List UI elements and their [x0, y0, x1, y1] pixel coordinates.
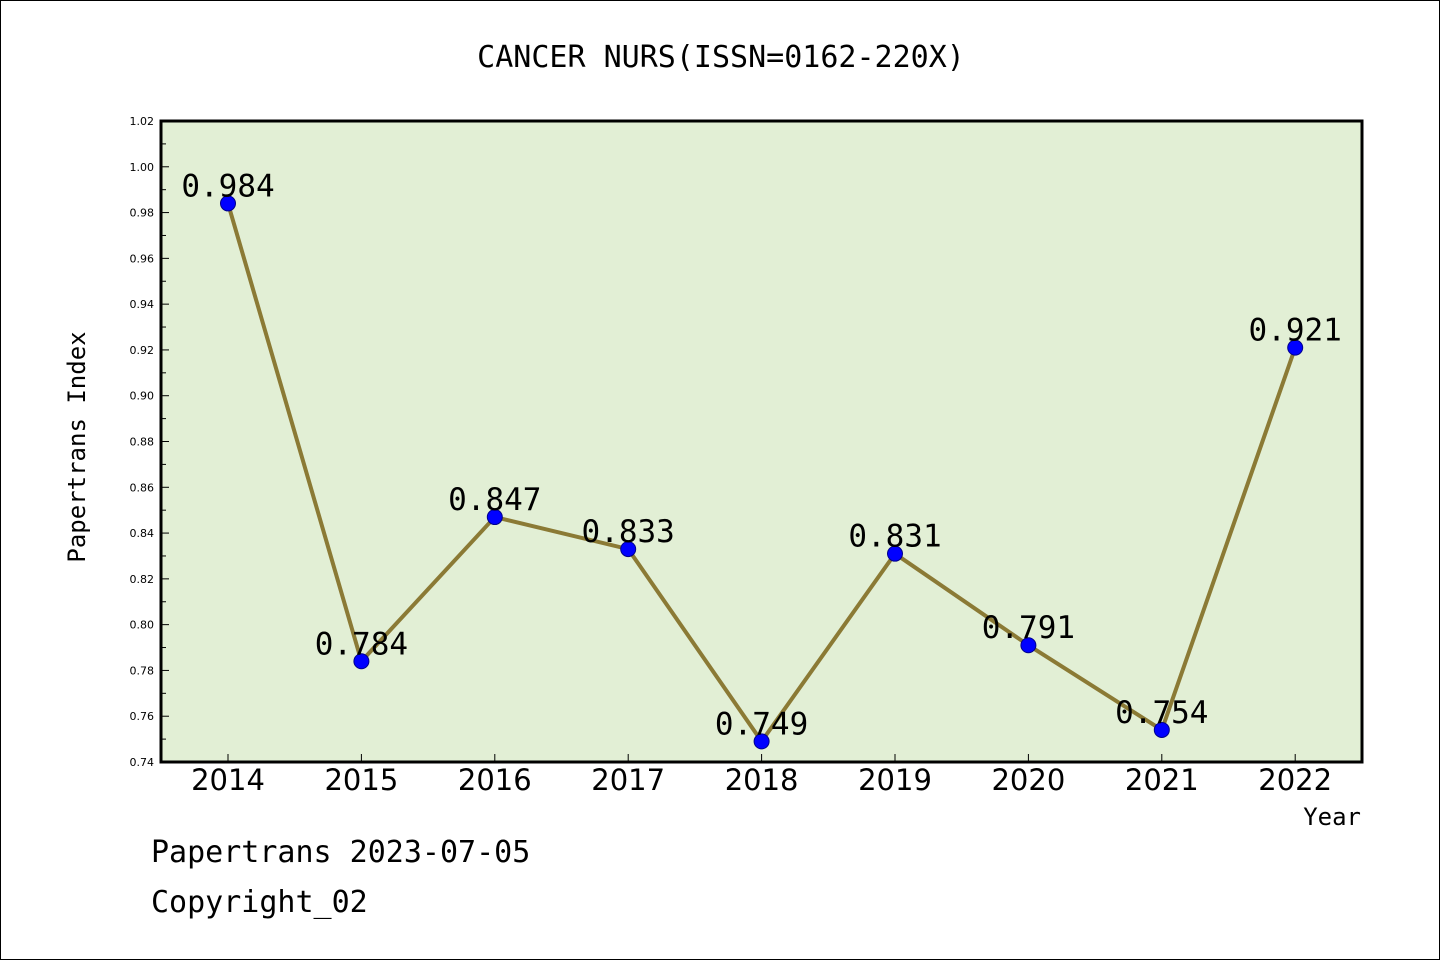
data-value-label: 0.847: [448, 482, 541, 518]
x-tick-label: 2020: [991, 763, 1065, 797]
y-tick-label: 0.80: [130, 619, 155, 632]
data-value-label: 0.791: [982, 610, 1075, 646]
y-tick-label: 0.94: [130, 298, 155, 311]
data-point-marker: [620, 541, 637, 558]
data-value-label: 0.984: [181, 168, 274, 204]
x-tick-label: 2014: [191, 763, 265, 797]
data-point-marker: [887, 545, 903, 562]
x-axis-label: Year: [1303, 803, 1361, 831]
x-tick-label: 2017: [591, 763, 665, 797]
footer-source: Papertrans 2023-07-05: [151, 835, 531, 870]
data-point-marker: [486, 509, 503, 526]
x-tick-label: 2016: [458, 763, 532, 797]
y-tick-label: 0.92: [130, 344, 155, 357]
data-point-marker: [220, 195, 236, 212]
y-tick-label: 1.00: [130, 161, 155, 174]
y-tick-label: 1.02: [130, 115, 155, 128]
data-point-marker: [353, 653, 370, 670]
data-value-label: 0.833: [582, 514, 675, 550]
chart-title: CANCER NURS(ISSN=0162-220X): [477, 40, 965, 75]
x-tick-label: 2015: [324, 763, 398, 797]
x-tick-label: 2019: [858, 763, 932, 797]
data-point-marker: [1020, 637, 1037, 654]
data-point-marker: [753, 733, 770, 750]
footer-copyright: Copyright_02: [151, 885, 368, 920]
y-tick-label: 0.88: [130, 436, 155, 449]
data-point-marker: [1153, 721, 1170, 738]
y-tick-label: 0.84: [130, 527, 155, 540]
data-value-label: 0.921: [1249, 313, 1342, 349]
y-tick-label: 0.74: [130, 756, 155, 769]
data-point-marker: [1287, 339, 1304, 356]
plot-area: [159, 119, 1364, 764]
y-tick-label: 0.98: [130, 207, 155, 220]
data-markers: [220, 195, 1304, 750]
data-value-label: 0.784: [315, 626, 408, 662]
y-tick-label: 0.82: [130, 573, 155, 586]
data-value-label: 0.754: [1115, 695, 1208, 731]
data-value-label: 0.831: [848, 519, 941, 555]
y-tick-label: 0.90: [130, 390, 155, 403]
y-tick-label: 0.78: [130, 664, 155, 677]
x-tick-label: 2018: [725, 763, 799, 797]
y-axis-ticks: 0.74 0.76 0.78 0.80 0.82 0.84 0.86 0.88 0.90 0.92…: [130, 115, 169, 769]
data-value-label: 0.749: [715, 706, 808, 742]
y-tick-label: 0.76: [130, 710, 155, 723]
x-tick-label: 2022: [1258, 763, 1332, 797]
data-labels: 0.984 0.784 0.847 0.833 0.749 0.831 0.791 0.754…: [181, 168, 1342, 742]
x-tick-label: 2021: [1125, 763, 1199, 797]
y-tick-label: 0.86: [130, 481, 155, 494]
y-tick-label: 0.96: [130, 252, 155, 265]
x-axis-ticks: 2014 2015 2016 2017 2018 2019 2020 2021 2022: [191, 754, 1332, 797]
y-axis-label: Papertrans Index: [63, 331, 91, 562]
